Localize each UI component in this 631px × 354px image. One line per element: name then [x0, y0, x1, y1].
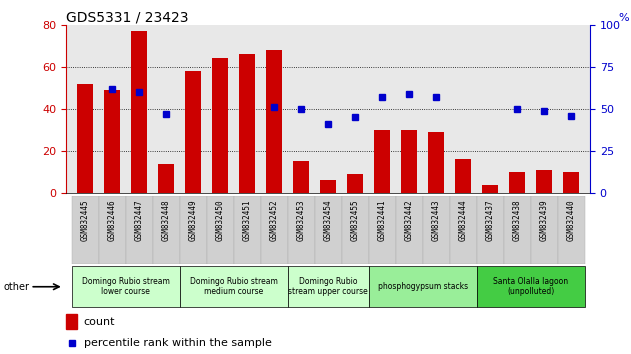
- Bar: [77, 84, 93, 193]
- Bar: [369, 196, 396, 264]
- Bar: [293, 161, 309, 193]
- Bar: [66, 314, 77, 329]
- Text: %: %: [619, 13, 629, 23]
- Text: GSM832447: GSM832447: [134, 200, 144, 241]
- FancyBboxPatch shape: [369, 266, 476, 307]
- Bar: [288, 196, 315, 264]
- Bar: [563, 172, 579, 193]
- Bar: [104, 90, 121, 193]
- Bar: [347, 174, 363, 193]
- Text: Domingo Rubio stream
medium course: Domingo Rubio stream medium course: [190, 277, 278, 296]
- Text: GSM832438: GSM832438: [512, 200, 522, 241]
- Text: phosphogypsum stacks: phosphogypsum stacks: [377, 282, 468, 291]
- Bar: [233, 196, 261, 264]
- Bar: [239, 54, 255, 193]
- Bar: [423, 196, 450, 264]
- Text: GSM832455: GSM832455: [351, 200, 360, 241]
- FancyBboxPatch shape: [180, 266, 288, 307]
- Bar: [315, 196, 341, 264]
- Text: Santa Olalla lagoon
(unpolluted): Santa Olalla lagoon (unpolluted): [493, 277, 568, 296]
- Bar: [153, 196, 180, 264]
- Bar: [158, 164, 174, 193]
- Bar: [509, 172, 525, 193]
- Bar: [341, 196, 369, 264]
- Bar: [261, 196, 288, 264]
- Bar: [180, 196, 206, 264]
- Bar: [455, 159, 471, 193]
- Bar: [212, 58, 228, 193]
- Text: other: other: [3, 282, 29, 292]
- Text: percentile rank within the sample: percentile rank within the sample: [83, 338, 271, 348]
- Bar: [206, 196, 233, 264]
- Text: GSM832450: GSM832450: [216, 200, 225, 241]
- Bar: [72, 196, 98, 264]
- Bar: [320, 180, 336, 193]
- Bar: [558, 196, 584, 264]
- Bar: [536, 170, 552, 193]
- Text: GSM832446: GSM832446: [108, 200, 117, 241]
- Bar: [401, 130, 417, 193]
- Text: GSM832454: GSM832454: [324, 200, 333, 241]
- Text: count: count: [83, 316, 115, 327]
- Text: GSM832439: GSM832439: [540, 200, 548, 241]
- Bar: [428, 132, 444, 193]
- Text: Domingo Rubio stream
lower course: Domingo Rubio stream lower course: [81, 277, 170, 296]
- Text: GSM832440: GSM832440: [567, 200, 575, 241]
- Bar: [131, 31, 147, 193]
- FancyBboxPatch shape: [72, 266, 180, 307]
- Text: GSM832444: GSM832444: [459, 200, 468, 241]
- Bar: [185, 71, 201, 193]
- Text: GSM832449: GSM832449: [189, 200, 198, 241]
- Bar: [482, 184, 498, 193]
- Text: GSM832451: GSM832451: [243, 200, 252, 241]
- FancyBboxPatch shape: [288, 266, 369, 307]
- Text: GSM832442: GSM832442: [404, 200, 413, 241]
- Text: GSM832443: GSM832443: [432, 200, 440, 241]
- Text: GSM832448: GSM832448: [162, 200, 170, 241]
- Bar: [98, 196, 126, 264]
- Bar: [374, 130, 390, 193]
- Text: GSM832452: GSM832452: [269, 200, 279, 241]
- Text: Domingo Rubio
stream upper course: Domingo Rubio stream upper course: [288, 277, 368, 296]
- Text: GDS5331 / 23423: GDS5331 / 23423: [66, 11, 189, 25]
- Bar: [396, 196, 423, 264]
- Bar: [531, 196, 558, 264]
- FancyBboxPatch shape: [476, 266, 584, 307]
- Text: GSM832437: GSM832437: [486, 200, 495, 241]
- Bar: [450, 196, 476, 264]
- Bar: [476, 196, 504, 264]
- Text: GSM832441: GSM832441: [377, 200, 387, 241]
- Bar: [504, 196, 531, 264]
- Bar: [126, 196, 153, 264]
- Text: GSM832453: GSM832453: [297, 200, 305, 241]
- Bar: [266, 50, 282, 193]
- Text: GSM832445: GSM832445: [81, 200, 90, 241]
